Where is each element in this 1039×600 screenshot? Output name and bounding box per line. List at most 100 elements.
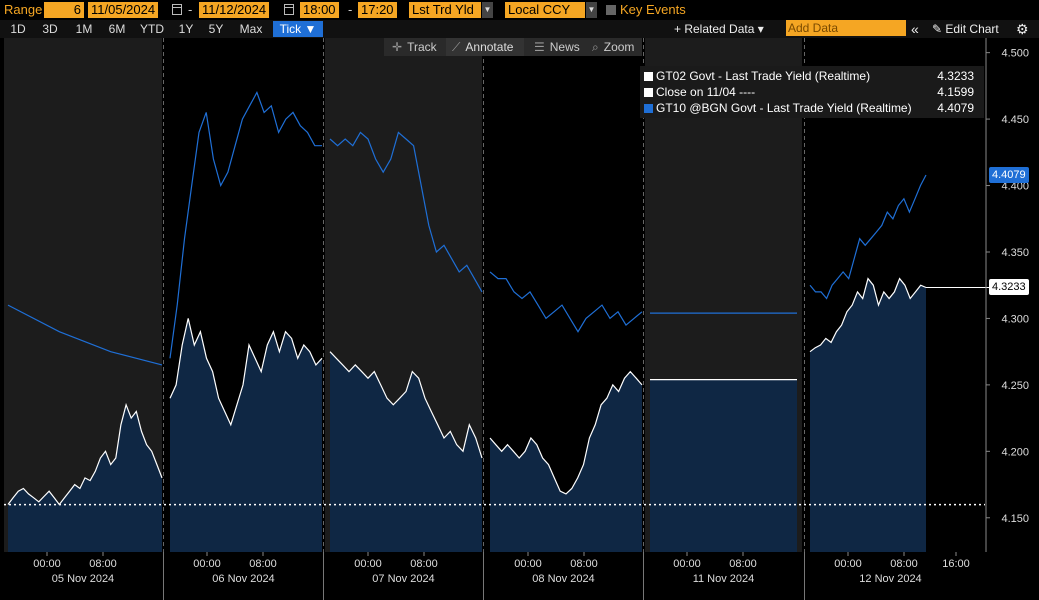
gt10-line [169,91,322,359]
period-button[interactable]: 1Y [178,22,194,36]
x-time-label: 08:00 [729,558,757,570]
y-tick-label: 4.500 [1001,48,1029,60]
tool-label: Zoom [603,40,635,54]
pencil-icon: ⟋ [452,40,461,54]
x-day-label: 11 Nov 2024 [693,573,755,585]
gt02-last-price-tag: 4.3233 [989,279,1029,296]
legend-label: GT02 Govt - Last Trade Yield (Realtime) [656,69,871,83]
end-time-input[interactable]: 17:20 [358,2,397,18]
currency-select[interactable]: Local CCY [505,2,585,18]
period-button[interactable]: 6M [108,22,126,36]
start-time-input[interactable]: 18:00 [300,2,339,18]
tool-annotate-button[interactable]: ⟋ Annotate [446,38,524,56]
gt02-area [330,351,482,552]
x-time-label: 00:00 [673,558,701,570]
period-button[interactable]: 5Y [208,22,224,36]
gt10-line [329,131,483,293]
x-time-label: 00:00 [33,558,61,570]
y-tick-label: 4.450 [1001,114,1029,126]
legend-value: 4.3233 [937,69,974,83]
legend: GT02 Govt - Last Trade Yield (Realtime) 4… [640,66,984,118]
y-tick-label: 4.150 [1001,513,1029,525]
x-time-label: 08:00 [249,558,277,570]
x-time-label: 16:00 [942,558,970,570]
x-time-label: 00:00 [834,558,862,570]
gear-icon[interactable]: ⚙ [1016,21,1029,37]
related-data-button[interactable]: + Related Data ▾ [674,22,764,36]
legend-entry[interactable]: Close on 11/04 ---- 4.1599 [644,84,980,100]
collapse-icon[interactable]: « [911,21,919,37]
chevron-down-icon[interactable]: ▼ [482,2,493,18]
legend-swatch [644,88,653,97]
period-bar [0,20,1039,38]
end-date-input[interactable]: 11/12/2024 [199,2,270,18]
tool-zoom-button[interactable]: ⌕ Zoom [586,38,640,56]
gt02-area [810,278,926,552]
gt10-line [489,271,643,333]
legend-value: 4.4079 [937,101,974,115]
legend-entry[interactable]: GT10 @BGN Govt - Last Trade Yield (Realt… [644,100,980,116]
tool-label: Annotate [465,40,514,54]
gt02-line [329,351,483,459]
crosshair-icon: ✛ [392,40,403,54]
chart-tools: ✛ Track ⟋ Annotate ☰ News ⌕ Zoom [384,38,642,56]
add-data-input[interactable]: Add Data [786,20,906,36]
tool-label: Track [407,40,437,54]
tool-news-button[interactable]: ☰ News [528,38,582,56]
tool-track-button[interactable]: ✛ Track [386,38,444,56]
x-day-label: 12 Nov 2024 [859,573,921,585]
legend-value: 4.1599 [937,85,974,99]
gt02-area [490,371,642,552]
yield-chart[interactable]: 4.500 4.450 4.400 4.350 4.300 4.250 4.200 4.150… [0,38,1039,600]
legend-swatch [644,72,653,81]
legend-entry[interactable]: GT02 Govt - Last Trade Yield (Realtime) 4… [644,68,980,84]
gt10-line [809,174,927,300]
start-date-input[interactable]: 11/05/2024 [88,2,159,18]
calendar-icon[interactable] [284,4,294,15]
x-time-label: 08:00 [890,558,918,570]
calendar-icon[interactable] [172,4,182,15]
gt02-line [809,277,927,353]
legend-swatch [644,104,653,113]
period-button[interactable]: 1M [75,22,93,36]
key-events-checkbox[interactable] [606,5,616,15]
x-time-label: 00:00 [514,558,542,570]
edit-chart-button[interactable]: ✎ Edit Chart [932,22,999,36]
period-button[interactable]: YTD [140,22,164,36]
tool-label: News [549,40,580,54]
legend-label: GT10 @BGN Govt - Last Trade Yield (Realt… [656,101,912,115]
field-select[interactable]: Lst Trd Yld [409,2,481,18]
time-separator: - [348,2,353,17]
gt02-line [489,370,643,495]
legend-label: Close on 11/04 ---- [656,85,756,99]
date-separator: - [188,2,193,17]
period-button[interactable]: Tick ▼ [273,21,323,37]
y-tick-label: 4.250 [1001,380,1029,392]
news-icon: ☰ [534,40,545,54]
period-button[interactable]: Max [239,22,263,36]
period-button[interactable]: 1D [10,22,26,36]
x-day-label: 05 Nov 2024 [52,573,114,585]
gt02-line [7,402,163,506]
x-time-label: 08:00 [570,558,598,570]
x-time-label: 00:00 [354,558,382,570]
y-tick-label: 4.400 [1001,181,1029,193]
x-day-label: 07 Nov 2024 [372,573,434,585]
range-label: Range [4,2,43,17]
range-count-input[interactable]: 6 [44,2,84,18]
gt10-line [7,304,163,366]
y-tick-label: 4.200 [1001,446,1029,458]
key-events-label: Key Events [620,2,686,17]
x-day-label: 08 Nov 2024 [532,573,594,585]
gt02-line [169,318,323,427]
x-time-label: 08:00 [89,558,117,570]
zoom-icon: ⌕ [592,40,599,54]
y-tick-label: 4.350 [1001,247,1029,259]
gt02-area [170,318,322,552]
period-button[interactable]: 3D [42,22,58,36]
top-toolbar: Range 6 11/05/2024 - 11/12/2024 18:00 - … [0,0,1039,20]
y-tick-label: 4.300 [1001,313,1029,325]
x-day-label: 06 Nov 2024 [212,573,274,585]
chevron-down-icon[interactable]: ▼ [586,2,597,18]
x-time-label: 08:00 [410,558,438,570]
